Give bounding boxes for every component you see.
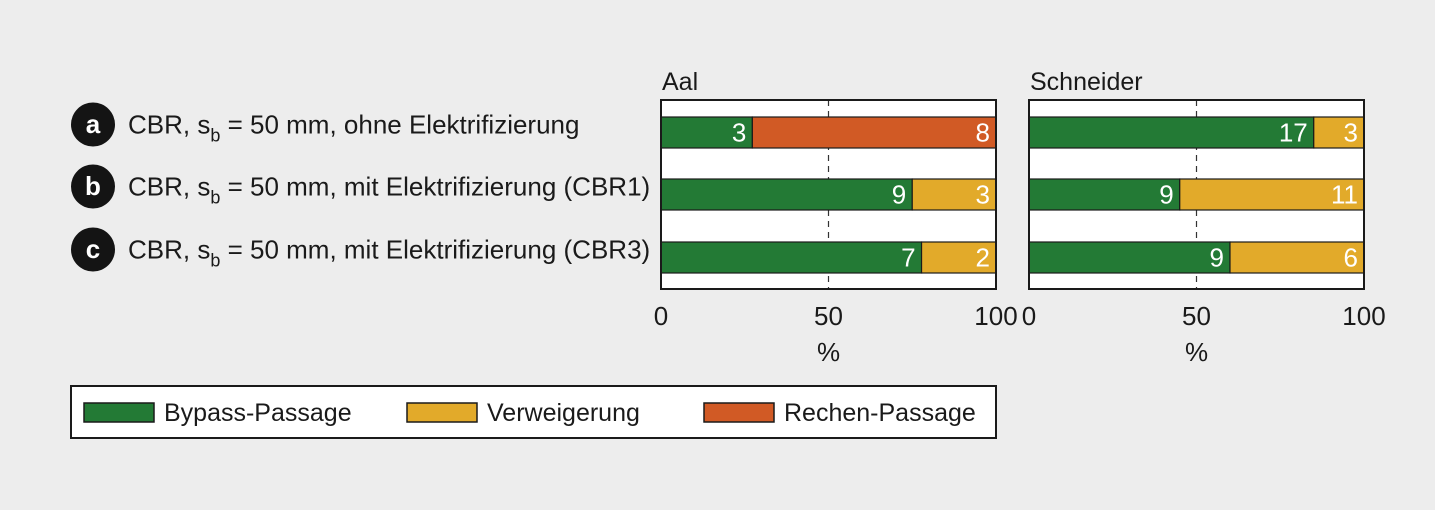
data-label: 2 (976, 243, 990, 273)
x-tick-label: 0 (654, 301, 668, 331)
panel-title: Schneider (1030, 68, 1143, 96)
row-badge-circle (71, 164, 115, 209)
plot-frame (660, 99, 997, 290)
x-tick-label: 50 (814, 301, 843, 331)
row-badge-circle (71, 227, 115, 272)
data-label: 9 (892, 180, 906, 210)
legend-label: Verweigerung (487, 399, 640, 427)
bar-segment-rechen-passage (751, 116, 997, 149)
bar-segment-verweigerung (911, 178, 997, 211)
data-label: 11 (1331, 180, 1358, 210)
bar-segment-bypass-passage (660, 178, 913, 211)
bar-segment-verweigerung (1229, 241, 1365, 274)
data-label: 3 (1344, 118, 1358, 148)
legend-swatch (83, 402, 155, 423)
row-label-a: a CBR, sb = 50 mm, ohne Elektrifizierung (71, 102, 579, 147)
data-label: 6 (1344, 243, 1358, 273)
row-label-b: b CBR, sb = 50 mm, mit Elektrifizierung (… (71, 164, 650, 209)
row-description: CBR, sb = 50 mm, mit Elektrifizierung (C… (128, 172, 650, 208)
chart-panels: Aal 3 8 9 3 7 2 0 50 100% Schneider 17 3 9 11 9 6 0 50 100% (654, 68, 1386, 367)
row-badge-letter: b (85, 171, 101, 201)
bar-segment-verweigerung (1313, 116, 1365, 149)
data-label: 9 (1210, 243, 1224, 273)
x-axis-unit: % (817, 337, 840, 367)
row-description: CBR, sb = 50 mm, mit Elektrifizierung (C… (128, 235, 650, 271)
row-label-c: c CBR, sb = 50 mm, mit Elektrifizierung (… (71, 227, 650, 272)
data-label: 3 (732, 118, 746, 148)
bar-segment-bypass-passage (660, 116, 753, 149)
legend-box (70, 385, 997, 439)
legend-swatch (703, 402, 775, 423)
panel-title: Aal (662, 68, 698, 96)
plot-frame (1028, 99, 1365, 290)
row-badge-letter: a (86, 109, 101, 139)
bar-segment-verweigerung (920, 241, 997, 274)
legend-item: Rechen-Passage (703, 399, 976, 427)
legend: Bypass-Passage Verweigerung Rechen-Passage (70, 385, 997, 439)
x-axis-unit: % (1185, 337, 1208, 367)
data-label: 8 (976, 118, 990, 148)
row-badge-letter: c (86, 234, 100, 264)
bar-segment-bypass-passage (660, 241, 923, 274)
x-tick-label: 100 (1342, 301, 1385, 331)
panel-aal: Aal 3 8 9 3 7 2 0 50 100% (654, 68, 1018, 367)
row-labels: a CBR, sb = 50 mm, ohne Elektrifizierung b… (71, 102, 650, 272)
panel-schneider: Schneider 17 3 9 11 9 6 0 50 100% (1022, 68, 1386, 367)
data-label: 3 (976, 180, 990, 210)
legend-item: Bypass-Passage (83, 399, 352, 427)
bar-segment-bypass-passage (1028, 178, 1181, 211)
row-description: CBR, sb = 50 mm, ohne Elektrifizierung (128, 110, 579, 146)
bar-segment-bypass-passage (1028, 241, 1231, 274)
row-badge-circle (71, 102, 115, 147)
x-tick-label: 50 (1182, 301, 1211, 331)
x-tick-label: 100 (974, 301, 1017, 331)
legend-swatch (406, 402, 478, 423)
data-label: 9 (1159, 180, 1173, 210)
bar-segment-verweigerung (1179, 178, 1365, 211)
bar-segment-bypass-passage (1028, 116, 1315, 149)
data-label: 17 (1279, 118, 1308, 148)
legend-label: Bypass-Passage (164, 399, 352, 427)
legend-item: Verweigerung (406, 399, 640, 427)
legend-label: Rechen-Passage (784, 399, 976, 427)
data-label: 7 (901, 243, 915, 273)
x-tick-label: 0 (1022, 301, 1036, 331)
